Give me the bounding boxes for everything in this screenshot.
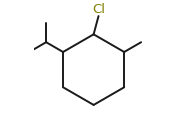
- Text: Cl: Cl: [93, 3, 106, 16]
